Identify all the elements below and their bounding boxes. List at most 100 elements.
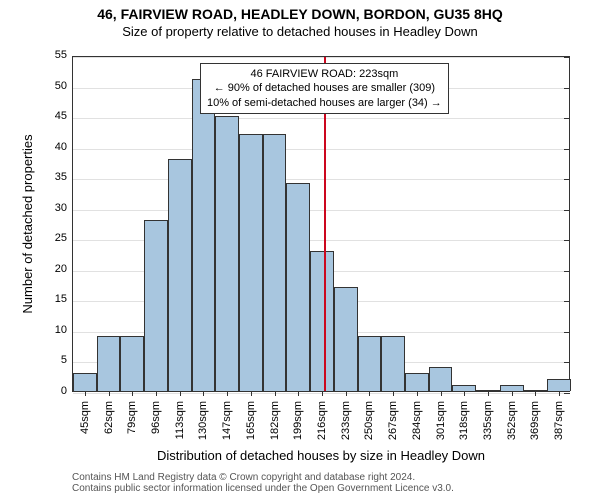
footer-line1: Contains HM Land Registry data © Crown c… xyxy=(72,472,454,483)
x-tick-mark xyxy=(512,391,513,396)
y-tick-mark xyxy=(564,301,570,302)
gridline xyxy=(73,393,569,394)
y-tick-label: 30 xyxy=(55,202,73,214)
x-tick-mark xyxy=(275,391,276,396)
histogram-bar xyxy=(73,373,97,391)
x-tick-mark xyxy=(417,391,418,396)
y-tick-label: 55 xyxy=(55,49,73,61)
y-tick-label: 35 xyxy=(55,171,73,183)
histogram-bar xyxy=(429,367,453,391)
annotation-line: ← 90% of detached houses are smaller (30… xyxy=(207,81,442,95)
x-tick-mark xyxy=(559,391,560,396)
x-tick-label: 165sqm xyxy=(245,397,257,440)
x-tick-label: 130sqm xyxy=(197,397,209,440)
x-tick-label: 182sqm xyxy=(269,397,281,440)
y-tick-label: 15 xyxy=(55,293,73,305)
x-tick-mark xyxy=(322,391,323,396)
x-tick-mark xyxy=(132,391,133,396)
x-tick-label: 147sqm xyxy=(221,397,233,440)
x-tick-mark xyxy=(441,391,442,396)
y-tick-mark xyxy=(564,210,570,211)
histogram-bar xyxy=(334,287,358,391)
chart-title-line1: 46, FAIRVIEW ROAD, HEADLEY DOWN, BORDON,… xyxy=(0,0,600,22)
x-tick-label: 369sqm xyxy=(529,397,541,440)
histogram-bar xyxy=(192,79,216,391)
x-tick-mark xyxy=(393,391,394,396)
x-tick-label: 387sqm xyxy=(553,397,565,440)
y-tick-mark xyxy=(564,240,570,241)
x-tick-label: 267sqm xyxy=(387,397,399,440)
x-tick-label: 318sqm xyxy=(458,397,470,440)
y-tick-mark xyxy=(564,88,570,89)
x-tick-label: 250sqm xyxy=(363,397,375,440)
x-tick-mark xyxy=(227,391,228,396)
gridline xyxy=(73,149,569,150)
y-tick-mark xyxy=(564,362,570,363)
y-tick-label: 0 xyxy=(61,385,73,397)
x-tick-mark xyxy=(464,391,465,396)
chart-title-line2: Size of property relative to detached ho… xyxy=(0,22,600,39)
annotation-box: 46 FAIRVIEW ROAD: 223sqm← 90% of detache… xyxy=(200,63,449,114)
x-tick-mark xyxy=(346,391,347,396)
y-tick-label: 20 xyxy=(55,263,73,275)
x-tick-mark xyxy=(535,391,536,396)
gridline xyxy=(73,118,569,119)
x-tick-mark xyxy=(488,391,489,396)
x-tick-label: 79sqm xyxy=(126,397,138,434)
gridline xyxy=(73,57,569,58)
y-tick-label: 5 xyxy=(61,354,73,366)
x-tick-label: 216sqm xyxy=(316,397,328,440)
histogram-bar xyxy=(144,220,168,391)
x-tick-mark xyxy=(203,391,204,396)
y-tick-mark xyxy=(564,57,570,58)
histogram-bar xyxy=(310,251,334,392)
annotation-line: 46 FAIRVIEW ROAD: 223sqm xyxy=(207,67,442,81)
y-axis-label: Number of detached properties xyxy=(20,56,35,392)
x-tick-mark xyxy=(109,391,110,396)
y-tick-label: 50 xyxy=(55,80,73,92)
histogram-bar xyxy=(97,336,121,391)
y-tick-label: 25 xyxy=(55,232,73,244)
histogram-bar xyxy=(263,134,287,391)
histogram-bar xyxy=(547,379,571,391)
x-axis-label: Distribution of detached houses by size … xyxy=(72,448,570,463)
x-tick-mark xyxy=(85,391,86,396)
y-tick-mark xyxy=(564,149,570,150)
y-tick-label: 10 xyxy=(55,324,73,336)
histogram-bar xyxy=(286,183,310,391)
x-tick-label: 96sqm xyxy=(150,397,162,434)
y-tick-mark xyxy=(564,271,570,272)
y-tick-label: 45 xyxy=(55,110,73,122)
histogram-bar xyxy=(239,134,263,391)
gridline xyxy=(73,179,569,180)
x-tick-label: 199sqm xyxy=(292,397,304,440)
x-tick-label: 352sqm xyxy=(506,397,518,440)
chart-plot: 46 FAIRVIEW ROAD: 223sqm← 90% of detache… xyxy=(73,57,569,391)
histogram-bar xyxy=(215,116,239,391)
y-tick-mark xyxy=(564,118,570,119)
annotation-line: 10% of semi-detached houses are larger (… xyxy=(207,96,442,110)
x-tick-mark xyxy=(180,391,181,396)
x-tick-mark xyxy=(369,391,370,396)
x-tick-label: 233sqm xyxy=(340,397,352,440)
histogram-bar xyxy=(168,159,192,391)
y-tick-label: 40 xyxy=(55,141,73,153)
footer-line2: Contains public sector information licen… xyxy=(72,483,454,494)
x-tick-mark xyxy=(298,391,299,396)
x-tick-label: 45sqm xyxy=(79,397,91,434)
x-tick-label: 62sqm xyxy=(103,397,115,434)
x-tick-mark xyxy=(251,391,252,396)
y-tick-mark xyxy=(564,393,570,394)
histogram-bar xyxy=(120,336,144,391)
footer-attribution: Contains HM Land Registry data © Crown c… xyxy=(72,472,454,494)
x-tick-label: 301sqm xyxy=(435,397,447,440)
histogram-bar xyxy=(358,336,382,391)
y-tick-mark xyxy=(564,179,570,180)
chart-plot-area: 46 FAIRVIEW ROAD: 223sqm← 90% of detache… xyxy=(72,56,570,392)
x-tick-mark xyxy=(156,391,157,396)
x-tick-label: 284sqm xyxy=(411,397,423,440)
gridline xyxy=(73,210,569,211)
x-tick-label: 335sqm xyxy=(482,397,494,440)
y-tick-mark xyxy=(564,332,570,333)
histogram-bar xyxy=(405,373,429,391)
